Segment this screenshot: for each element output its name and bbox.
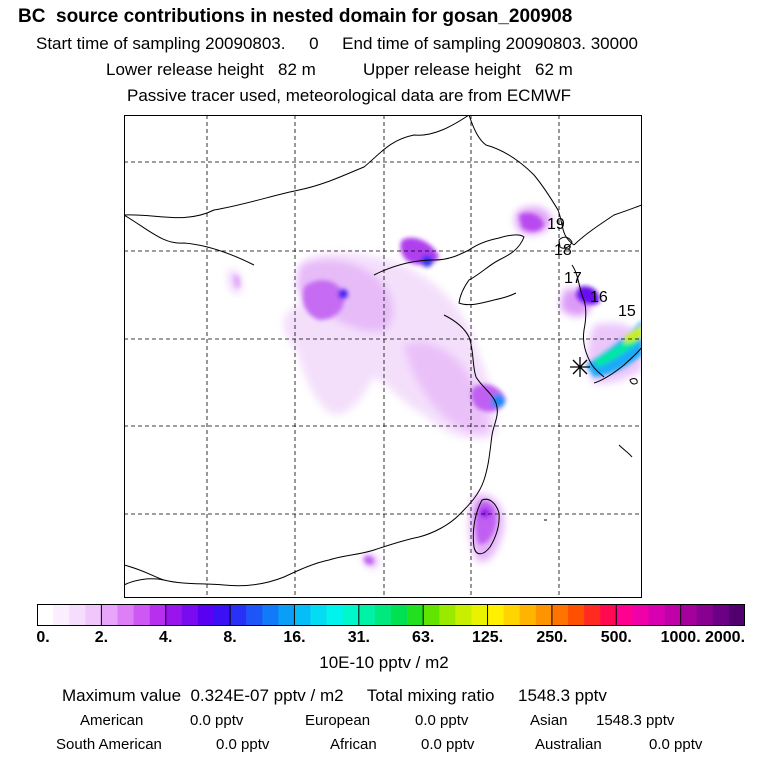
plot-title: BC source contributions in nested domain…: [18, 6, 573, 27]
map-frame: [124, 115, 642, 598]
colorbar-tick-label: 0.: [36, 629, 50, 646]
colorbar-tick-label: 2000.: [704, 629, 746, 646]
trajectory-label-18: 18: [554, 242, 572, 259]
colorbar-segment: [471, 604, 488, 626]
colorbar-segment: [149, 604, 167, 626]
colorbar-tick-label: 31.: [347, 629, 370, 646]
colorbar-segment: [117, 604, 134, 626]
south-american-value: 0.0 pptv: [216, 736, 270, 753]
colorbar-segment: [197, 604, 215, 626]
colorbar-segment: [342, 604, 360, 626]
asian-label: Asian: [530, 712, 568, 729]
trajectory-label-16: 16: [590, 289, 608, 306]
lat-lon-grid: [124, 115, 642, 598]
colorbar-segment: [632, 604, 649, 626]
sampling-times: Start time of sampling 20090803. 0 End t…: [36, 34, 638, 53]
colorbar-segment: [358, 604, 376, 626]
colorbar-segment: [519, 604, 537, 626]
colorbar-segment: [181, 604, 199, 626]
trajectory-label-15: 15: [618, 303, 636, 320]
australian-value: 0.0 pptv: [649, 736, 703, 753]
colorbar-segment: [535, 604, 553, 626]
colorbar-segment: [374, 604, 392, 626]
colorbar-segment: [664, 604, 681, 626]
colorbar-tick-label: 250.: [536, 629, 568, 646]
colorbar-segment: [407, 604, 424, 626]
colorbar-frame: [37, 604, 745, 626]
european-label: European: [305, 712, 371, 729]
colorbar-segment: [584, 604, 601, 626]
colorbar-segment: [69, 604, 86, 626]
australian-label: Australian: [535, 736, 602, 753]
trajectory-label-19: 19: [547, 216, 565, 233]
colorbar-segment: [423, 604, 440, 626]
colorbar-segment: [165, 604, 183, 626]
colorbar-segment: [133, 604, 150, 626]
colorbar-segment: [551, 604, 569, 626]
colorbar-tick-label: 8.: [223, 629, 237, 646]
colorbar-segment: [439, 604, 456, 626]
colorbar-segment: [230, 604, 247, 626]
colorbar-segment: [214, 604, 231, 626]
colorbar-segment: [246, 604, 263, 626]
colorbar-tick-label: 4.: [159, 629, 173, 646]
tracer-info: Passive tracer used, meteorological data…: [127, 86, 572, 105]
max-and-total-stats: Maximum value 0.324E-07 pptv / m2 Total …: [62, 686, 607, 705]
colorbar-tick-label: 2.: [94, 629, 109, 646]
colorbar-segment: [278, 604, 295, 626]
colorbar-segment: [600, 604, 617, 626]
receptor-marker-icon: [570, 357, 590, 377]
colorbar-segment: [487, 604, 504, 626]
colorbar: [37, 604, 745, 626]
colorbar-segment: [728, 604, 745, 626]
colorbar-segment: [310, 604, 327, 626]
colorbar-tick-label: 1000.: [660, 629, 701, 646]
colorbar-segment: [294, 604, 311, 626]
colorbar-segment: [37, 604, 54, 626]
colorbar-segment: [712, 604, 730, 626]
release-heights: Lower release height 82 m Upper release …: [106, 60, 573, 79]
colorbar-units: 10E-10 pptv / m2: [319, 653, 449, 672]
american-value: 0.0 pptv: [190, 712, 244, 729]
colorbar-segment: [262, 604, 279, 626]
concentration-field: [228, 206, 642, 568]
colorbar-segment: [326, 604, 344, 626]
american-label: American: [80, 712, 144, 729]
coastlines: [124, 115, 642, 587]
colorbar-segment: [85, 604, 102, 626]
african-value: 0.0 pptv: [421, 736, 475, 753]
south-american-label: South American: [56, 736, 162, 753]
colorbar-tick-label: 500.: [600, 629, 632, 646]
colorbar-tick-label: 63.: [412, 629, 435, 646]
colorbar-segment: [568, 604, 585, 626]
european-value: 0.0 pptv: [415, 712, 469, 729]
colorbar-segment: [503, 604, 521, 626]
asian-value: 1548.3 pptv: [596, 712, 675, 729]
map-panel: 19 18 17 16 15: [124, 115, 642, 598]
african-label: African: [330, 736, 377, 753]
colorbar-segment: [680, 604, 698, 626]
colorbar-segment: [101, 604, 118, 626]
colorbar-segment: [53, 604, 70, 626]
trajectory-label-17: 17: [564, 270, 582, 287]
colorbar-tick-label: 16.: [283, 629, 306, 646]
colorbar-tick-label: 125.: [471, 629, 504, 646]
colorbar-segment: [648, 604, 665, 626]
colorbar-segment: [391, 604, 408, 626]
colorbar-segment: [455, 604, 472, 626]
colorbar-segment: [616, 604, 633, 626]
colorbar-segment: [696, 604, 714, 626]
